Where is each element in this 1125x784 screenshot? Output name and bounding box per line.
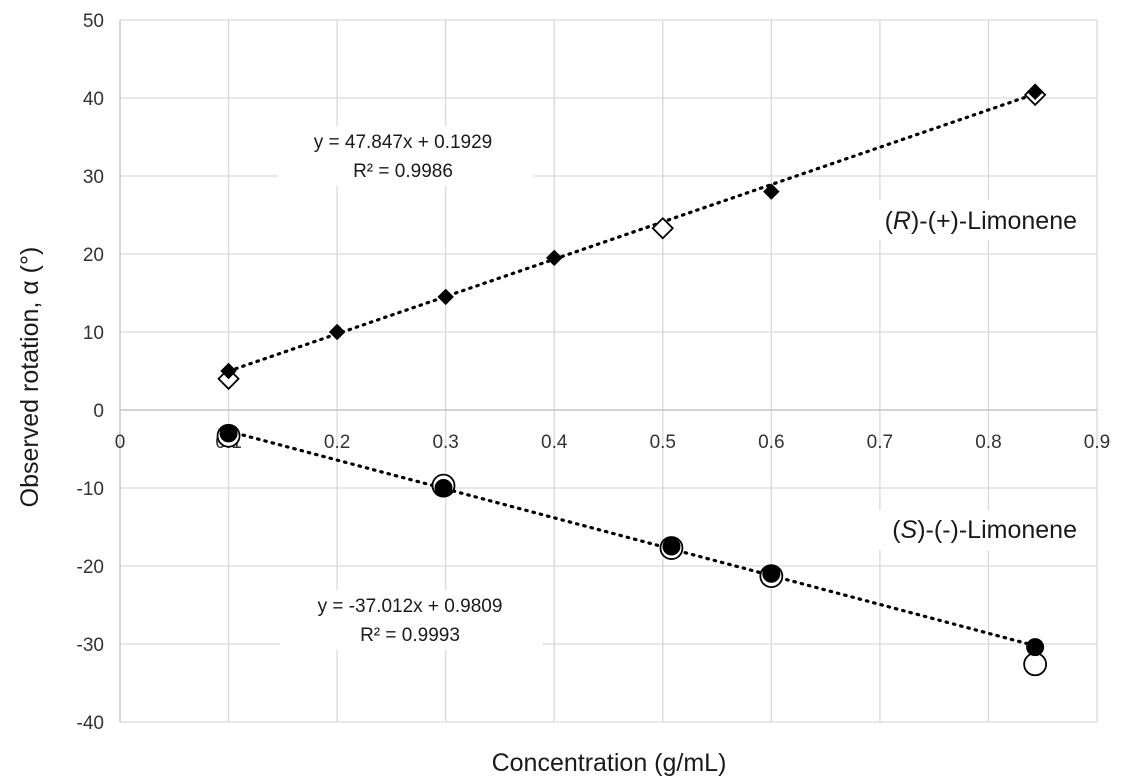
y-tick-label: 0 (93, 401, 104, 422)
filled-point-r (1026, 83, 1044, 100)
y-tick-label: -30 (77, 635, 104, 656)
open-point-r (651, 216, 675, 240)
y-tick-label: 50 (83, 11, 104, 32)
x-tick-label: 0 (115, 432, 126, 453)
series-label-box-s: (S)-(-)-Limonene (808, 510, 1088, 550)
x-tick-label: 0.3 (432, 432, 458, 453)
y-tick-label: 30 (83, 167, 104, 188)
series-label-s: (S)-(-)-Limonene (892, 516, 1077, 544)
r-squared-r: R² = 0.9986 (353, 161, 453, 182)
x-tick-label: 0.5 (650, 432, 676, 453)
filled-point-s (662, 537, 681, 556)
y-tick-label: 10 (83, 323, 104, 344)
x-axis-title: Concentration (g/mL) (492, 749, 727, 777)
r-squared-s: R² = 0.9993 (360, 625, 460, 646)
filled-point-r (763, 183, 780, 200)
filled-point-r (546, 249, 563, 267)
filled-point-s (434, 479, 453, 497)
x-tick-label: 0.7 (867, 432, 893, 453)
x-tick-label: 0.6 (758, 432, 784, 453)
tick-labels: -40-30-20-100102030405000.10.20.30.40.50… (77, 11, 1111, 734)
x-tick-label: 0.9 (1084, 432, 1110, 453)
filled-point-s (762, 564, 781, 583)
equation-box-s: y = -37.012x + 0.9809 R² = 0.9993 (280, 590, 542, 650)
axes (119, 20, 1097, 722)
equation-s: y = -37.012x + 0.9809 (318, 596, 503, 617)
filled-point-s (219, 424, 238, 443)
equation-box-r: y = 47.847x + 0.1929 R² = 0.9986 (278, 126, 534, 186)
trendlines (226, 92, 1037, 648)
data-points (216, 83, 1048, 677)
equation-r: y = 47.847x + 0.1929 (314, 132, 493, 153)
y-tick-label: -40 (77, 713, 104, 734)
series-label-r: (R)-(+)-Limonene (885, 207, 1077, 235)
gridlines (120, 19, 1098, 723)
series-label-box-r: (R)-(+)-Limonene (798, 200, 1088, 240)
filled-point-r (328, 323, 346, 341)
y-tick-label: -10 (77, 479, 104, 500)
open-point-s (1023, 652, 1048, 677)
y-tick-label: -20 (77, 557, 104, 578)
y-axis-title: Observed rotation, α (°) (16, 247, 44, 508)
x-tick-label: 0.4 (541, 432, 568, 453)
y-tick-label: 20 (83, 245, 104, 266)
x-tick-label: 0.8 (975, 432, 1001, 453)
filled-point-r (220, 362, 237, 380)
filled-point-s (1026, 638, 1045, 657)
trendline-r (226, 92, 1037, 373)
filled-point-r (437, 288, 454, 306)
y-tick-label: 40 (83, 89, 104, 110)
x-tick-label: 0.2 (324, 432, 350, 453)
